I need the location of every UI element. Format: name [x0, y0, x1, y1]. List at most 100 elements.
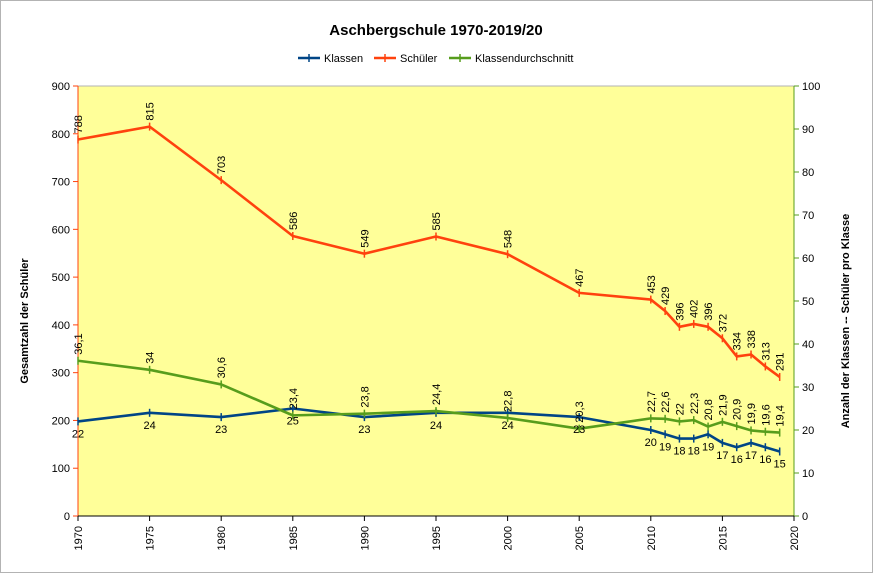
data-label: 19: [659, 441, 671, 453]
data-label: 22,7: [646, 391, 658, 412]
y-right-tick-label: 60: [802, 253, 814, 265]
data-label: 23: [573, 424, 585, 436]
legend: Klassen Schüler Klassendurchschnitt: [298, 53, 573, 65]
x-tick-label: 2010: [646, 526, 658, 550]
data-label: 36,1: [73, 333, 85, 354]
data-label: 402: [689, 300, 701, 318]
data-label: 22,8: [503, 391, 515, 412]
x-tick-label: 1980: [216, 526, 228, 550]
chart-title: Aschbergschule 1970-2019/20: [329, 22, 542, 39]
y-left-tick-label: 500: [52, 272, 70, 284]
data-label: 24,4: [431, 384, 443, 405]
y-right-tick-label: 50: [802, 296, 814, 308]
data-label: 30,6: [216, 357, 228, 378]
x-tick-label: 2015: [717, 526, 729, 550]
data-label: 22: [674, 403, 686, 415]
data-label: 23: [358, 424, 370, 436]
x-tick-label: 1970: [73, 526, 85, 550]
x-tick-label: 1990: [359, 526, 371, 550]
series-layer: [77, 122, 781, 456]
y-right-tick-label: 90: [802, 124, 814, 136]
x-tick-label: 2005: [574, 526, 586, 550]
x-tick-label: 2020: [789, 526, 801, 550]
data-label: 18: [673, 446, 685, 458]
data-label: 20,3: [574, 401, 586, 422]
data-label: 467: [574, 269, 586, 287]
data-label: 17: [716, 450, 728, 462]
series-line-2: [77, 359, 780, 434]
data-label: 429: [660, 287, 672, 305]
data-label: 25: [287, 416, 299, 428]
x-tick-label: 1995: [431, 526, 443, 550]
data-label: 24: [143, 420, 155, 432]
data-label: 16: [731, 454, 743, 466]
y-left-tick-label: 600: [52, 224, 70, 236]
data-label: 396: [674, 302, 686, 320]
y-right-tick-label: 10: [802, 468, 814, 480]
data-label: 21,9: [717, 394, 729, 415]
data-label: 372: [717, 314, 729, 332]
series-line-1: [77, 125, 781, 379]
axes: 0 100 200 300 400 500 600 700 800 900 0 10 20 30 40 50 6…: [52, 81, 821, 550]
y-right-tick-label: 0: [802, 511, 808, 523]
legend-entry: Schüler: [400, 53, 438, 65]
data-label: 815: [145, 102, 157, 120]
y-axis-left-label: Gesamtzahl der Schüler: [19, 258, 31, 384]
data-label: 313: [760, 342, 772, 360]
data-label: 22: [72, 428, 84, 440]
y-right-tick-label: 20: [802, 425, 814, 437]
data-label: 586: [288, 212, 300, 230]
y-right-tick-label: 70: [802, 210, 814, 222]
legend-entry: Klassendurchschnitt: [475, 53, 573, 65]
data-label: 23,8: [359, 386, 371, 407]
data-label: 34: [145, 352, 157, 364]
legend-entry: Klassen: [324, 53, 363, 65]
data-label: 24: [501, 420, 513, 432]
data-label: 585: [431, 212, 443, 230]
y-right-tick-label: 100: [802, 81, 820, 93]
data-label: 17: [745, 450, 757, 462]
y-left-tick-label: 100: [52, 463, 70, 475]
data-label: 23: [215, 424, 227, 436]
plot-area: [77, 85, 795, 517]
data-label: 15: [774, 459, 786, 471]
data-label: 19,4: [775, 405, 787, 426]
x-tick-label: 1985: [288, 526, 300, 550]
data-label: 18: [688, 446, 700, 458]
y-left-tick-label: 700: [52, 177, 70, 189]
data-label: 19,6: [760, 404, 772, 425]
y-right-tick-label: 30: [802, 382, 814, 394]
data-label: 16: [759, 454, 771, 466]
y-left-tick-label: 800: [52, 129, 70, 141]
data-label: 453: [646, 275, 658, 293]
y-right-tick-label: 80: [802, 167, 814, 179]
y-left-tick-label: 900: [52, 81, 70, 93]
data-label: 291: [775, 353, 787, 371]
x-tick-label: 2000: [503, 526, 515, 550]
data-label: 703: [216, 156, 228, 174]
y-left-tick-label: 400: [52, 320, 70, 332]
data-label: 19: [702, 441, 714, 453]
data-label: 20,9: [732, 399, 744, 420]
data-label: 396: [703, 302, 715, 320]
y-right-tick-label: 40: [802, 339, 814, 351]
x-tick-label: 1975: [145, 526, 157, 550]
data-label: 20,8: [703, 399, 715, 420]
y-axis-right-label: Anzahl der Klassen -- Schüler pro Klasse: [840, 214, 852, 429]
data-label: 788: [73, 115, 85, 133]
data-label: 22,6: [660, 391, 672, 412]
data-label: 334: [732, 332, 744, 350]
data-label: 24: [430, 420, 442, 432]
y-left-tick-label: 200: [52, 415, 70, 427]
data-label: 23,4: [288, 388, 300, 409]
data-label: 22,3: [689, 393, 701, 414]
data-label: 20: [645, 437, 657, 449]
data-label: 19,9: [746, 403, 758, 424]
y-left-tick-label: 300: [52, 368, 70, 380]
data-label: 548: [503, 230, 515, 248]
data-label: 338: [746, 330, 758, 348]
data-label: 549: [359, 229, 371, 247]
